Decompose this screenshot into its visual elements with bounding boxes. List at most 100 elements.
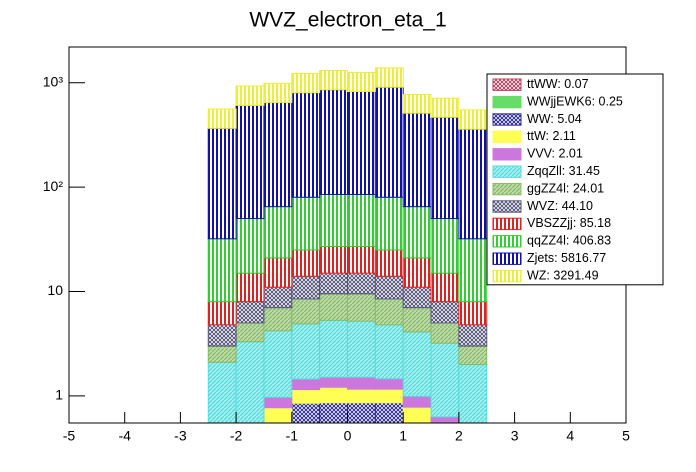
bar-segment [263, 307, 293, 332]
legend-swatch [492, 182, 522, 196]
bar-segment [430, 218, 460, 274]
legend-label: ttWW: 0.07 [527, 77, 589, 91]
bar-segment [319, 293, 348, 321]
bar-segment [374, 196, 404, 251]
legend-label: ttW: 2.11 [527, 129, 576, 143]
bar-segment [347, 193, 376, 247]
bar-segment [402, 206, 432, 259]
bar-segment [235, 218, 265, 274]
bar-segment [319, 245, 348, 274]
bar-segment [235, 104, 265, 220]
bar-segment [263, 82, 293, 104]
bar-segment [347, 91, 376, 195]
legend-swatch [492, 269, 522, 283]
bar-segment [291, 389, 321, 404]
bar-segment [402, 331, 432, 397]
bar-segment [263, 206, 293, 259]
legend-label: VVV: 2.01 [527, 147, 583, 161]
legend-swatch [492, 148, 522, 161]
bar-segment [207, 238, 237, 303]
x-tick-label: 3 [511, 428, 519, 444]
bar-segment [458, 128, 488, 240]
bar-segment [458, 238, 488, 303]
legend-box [486, 73, 664, 286]
y-tick-label: 10 [47, 282, 63, 298]
bar-segment [347, 376, 376, 390]
bar-segment [291, 378, 321, 391]
bar-segment [347, 293, 376, 322]
bar-segment [374, 378, 404, 390]
bar-segment [402, 257, 432, 288]
bar-segment [263, 102, 293, 208]
x-tick-label: 0 [344, 428, 352, 444]
bar-segment [291, 298, 321, 325]
bar-segment [402, 94, 432, 114]
bar-segment [291, 92, 321, 198]
bar-segment [347, 320, 376, 378]
bar-segment [347, 388, 376, 404]
legend-label: WVZ: 44.10 [527, 199, 593, 213]
bar-segment [430, 116, 460, 220]
bar-segment [207, 345, 237, 363]
x-tick-label: 4 [566, 428, 574, 444]
bar-segment [347, 245, 376, 274]
bar-segment [430, 97, 460, 118]
bar-segment [263, 407, 293, 423]
bar-segment [263, 330, 293, 398]
legend-label: WWjjEWK6: 0.25 [527, 94, 623, 108]
bar-segment [402, 307, 432, 333]
bar-segment [235, 301, 265, 324]
bar-segment [319, 193, 348, 247]
bar-segment [319, 89, 348, 195]
bar-segment [402, 286, 432, 309]
bar-segment [319, 319, 348, 378]
bar-segment [374, 298, 404, 326]
bar-segment [319, 70, 348, 91]
x-tick-label: 5 [622, 428, 630, 444]
y-tick-label: 1 [55, 387, 63, 403]
legend-label: VBSZZjj: 85.18 [527, 216, 611, 230]
x-tick-label: -3 [174, 428, 187, 444]
bar-segment [207, 108, 237, 129]
bar-segment [263, 396, 293, 409]
y-tick-label: 10³ [43, 73, 64, 89]
bar-segment [374, 402, 404, 423]
legend-label: Zjets: 5816.77 [527, 251, 606, 265]
x-tick-label: 2 [455, 428, 463, 444]
bar-segment [374, 275, 404, 300]
bar-segment [263, 286, 293, 309]
bar-segment [235, 85, 265, 106]
bar-segment [207, 361, 237, 423]
bar-segment [235, 272, 265, 303]
chart-title: WVZ_electron_eta_1 [249, 9, 446, 32]
bar-segment [374, 86, 404, 198]
bar-segment [235, 341, 265, 423]
bar-segment [263, 257, 293, 288]
bar-segment [402, 395, 432, 408]
x-tick-label: -1 [286, 428, 299, 444]
bar-segment [374, 67, 404, 88]
bar-segment [291, 275, 321, 300]
x-tick-label: -4 [118, 428, 131, 444]
bar-segment [207, 127, 237, 240]
bar-segment [430, 322, 460, 344]
legend-swatch [492, 165, 522, 178]
bar-segment [402, 406, 432, 423]
bar-segment [207, 301, 237, 326]
bar-segment [347, 71, 376, 93]
bar-segment [291, 196, 321, 251]
x-tick-label: -5 [63, 428, 76, 444]
legend-label: WZ: 3291.49 [527, 268, 599, 282]
legend-swatch [492, 78, 522, 91]
bar-segment [430, 272, 460, 303]
x-tick-label: -2 [230, 428, 243, 444]
bar-segment [430, 301, 460, 324]
bar-segment [291, 249, 321, 277]
legend-label: ZqqZll: 31.45 [527, 164, 600, 178]
bar-segment [347, 402, 376, 423]
bar-segment [207, 324, 237, 347]
x-tick-label: 1 [399, 428, 407, 444]
bar-segment [458, 345, 488, 365]
legend-swatch [492, 235, 522, 248]
